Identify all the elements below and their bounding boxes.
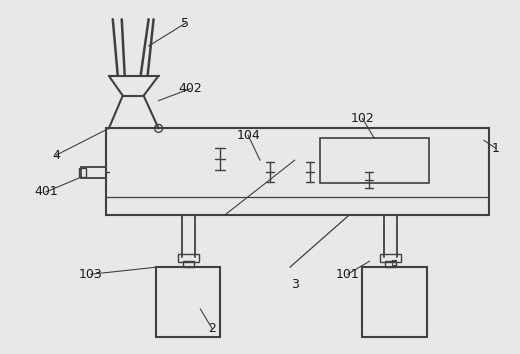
Text: 103: 103 [79, 268, 103, 281]
Text: 401: 401 [34, 185, 58, 198]
Bar [362, 267, 427, 337]
Bar [380, 255, 401, 262]
Bar [106, 129, 489, 215]
Text: 101: 101 [335, 268, 359, 281]
Text: 5: 5 [181, 17, 189, 30]
Text: 102: 102 [350, 112, 374, 125]
Bar [385, 261, 396, 267]
Text: 2: 2 [209, 322, 216, 335]
Bar [184, 261, 194, 267]
Bar [79, 168, 86, 177]
Text: 3: 3 [291, 278, 299, 291]
Text: 104: 104 [236, 129, 260, 142]
Text: 1: 1 [492, 142, 500, 155]
Bar [392, 260, 396, 265]
Bar [155, 267, 220, 337]
Text: 4: 4 [52, 149, 60, 162]
Text: 402: 402 [178, 82, 202, 95]
Bar [178, 255, 199, 262]
Bar [320, 138, 429, 183]
